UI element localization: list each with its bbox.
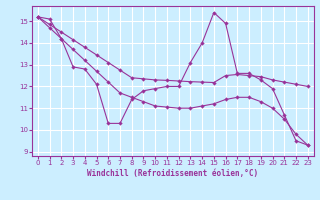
X-axis label: Windchill (Refroidissement éolien,°C): Windchill (Refroidissement éolien,°C) [87, 169, 258, 178]
